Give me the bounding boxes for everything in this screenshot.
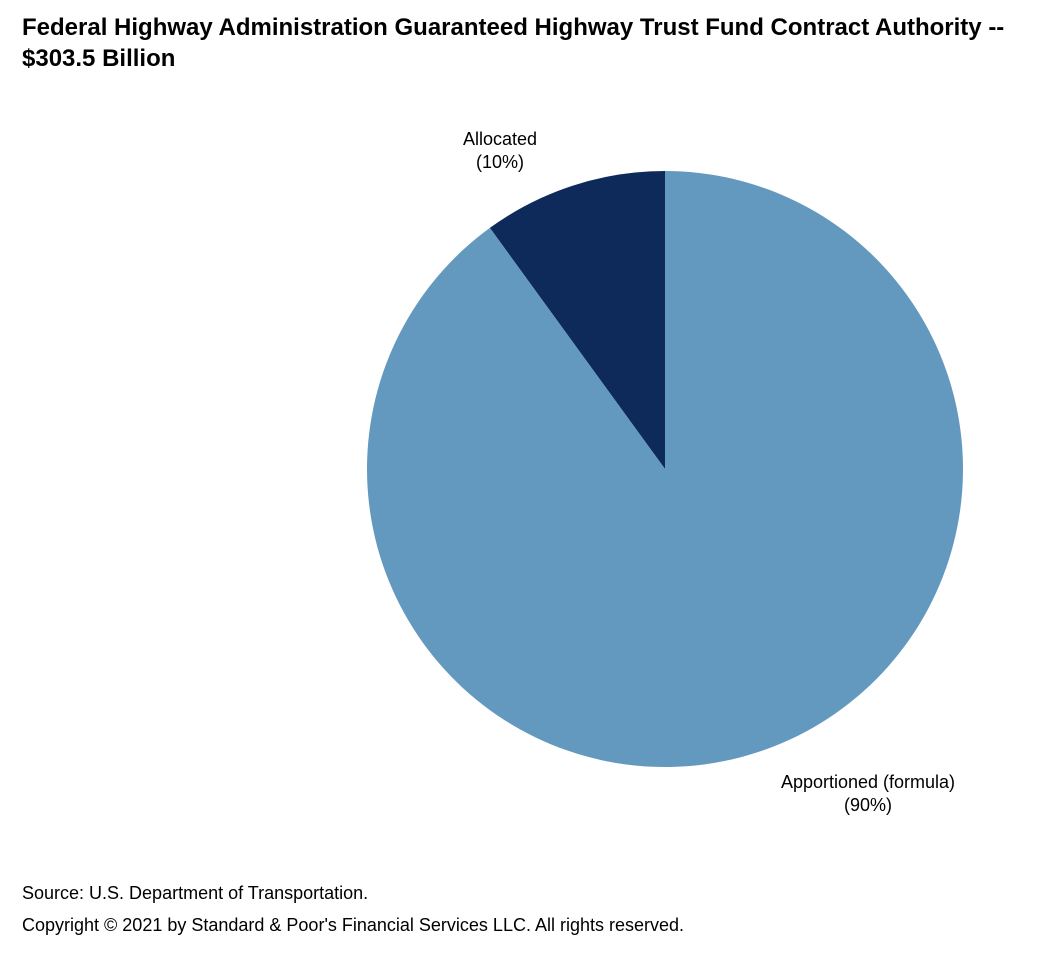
slice-percent-apportioned: (90%) — [844, 795, 892, 815]
pie-slice-allocated — [489, 171, 665, 469]
slice-percent-allocated: (10%) — [476, 152, 524, 172]
slice-label-apportioned: Apportioned (formula) — [781, 772, 955, 792]
source-note: Source: U.S. Department of Transportatio… — [22, 883, 369, 903]
pie-slices — [366, 171, 963, 767]
slice-label-allocated: Allocated — [463, 129, 537, 149]
pie-slice-apportioned-formula — [366, 171, 963, 767]
chart-title: Federal Highway Administration Guarantee… — [22, 14, 1005, 72]
pie-labels: Allocated (10%) Apportioned (formula) (9… — [463, 129, 955, 815]
copyright-note: Copyright © 2021 by Standard & Poor's Fi… — [22, 915, 685, 935]
